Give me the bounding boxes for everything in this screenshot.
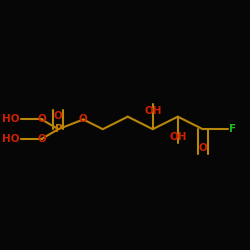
Text: O: O xyxy=(54,111,63,121)
Text: HO: HO xyxy=(2,134,20,144)
Text: O: O xyxy=(198,143,207,153)
Text: OH: OH xyxy=(169,132,186,142)
Text: O: O xyxy=(37,114,46,124)
Text: O: O xyxy=(37,134,46,144)
Text: F: F xyxy=(229,124,236,134)
Text: P: P xyxy=(54,124,62,134)
Text: OH: OH xyxy=(144,106,162,116)
Text: O: O xyxy=(79,114,88,124)
Text: HO: HO xyxy=(2,114,20,124)
